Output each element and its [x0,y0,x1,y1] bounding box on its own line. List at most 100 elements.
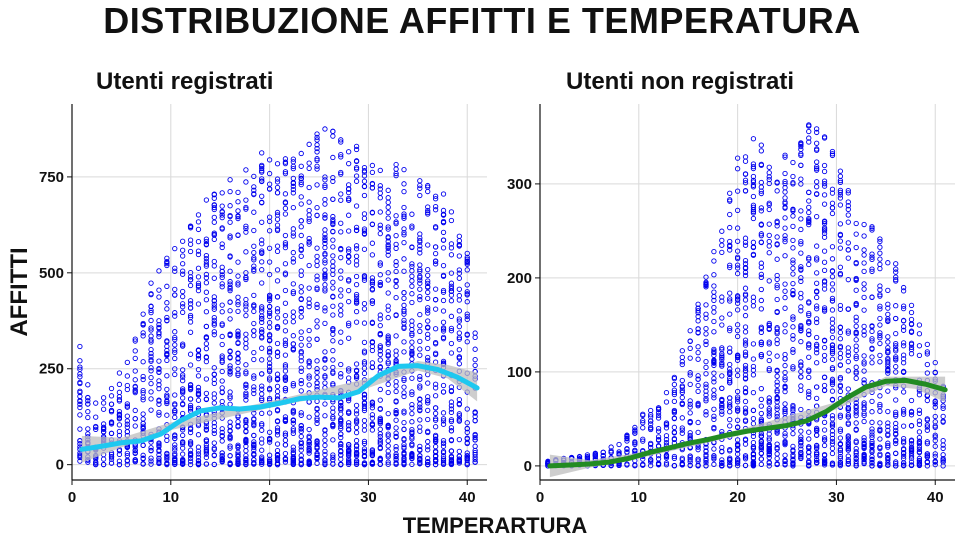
data-point [671,381,678,388]
data-point [821,352,828,359]
data-point [703,364,709,371]
data-point [85,394,91,401]
data-point [259,454,265,460]
data-point [148,339,154,345]
data-point [148,396,154,402]
data-point [203,309,210,315]
data-point [132,368,138,374]
x-tick-label: 20 [261,489,278,506]
data-point [211,332,217,338]
data-point [156,268,162,274]
data-point [203,255,210,262]
data-point [172,310,178,316]
data-point [306,199,312,205]
data-point [116,461,123,468]
data-point [195,444,202,450]
data-point [695,419,701,426]
data-point [203,252,210,259]
data-point [227,363,233,369]
data-point [916,352,923,359]
data-point [187,386,194,393]
data-point [298,246,304,252]
data-point [829,325,836,331]
data-point [742,337,749,343]
data-point [877,340,883,347]
data-point [164,451,170,457]
data-point [290,383,296,389]
data-point [124,373,130,379]
data-point [306,360,312,366]
data-point [211,206,217,213]
data-point [314,273,320,279]
data-point [814,360,820,366]
data-point [100,395,107,401]
data-point [742,154,749,160]
data-point [211,297,217,304]
data-point [298,433,304,440]
data-point [695,429,701,436]
data-point [861,233,867,239]
data-point [782,189,788,195]
data-point [227,445,233,451]
data-point [719,322,725,328]
data-point [298,428,304,435]
data-point [274,441,281,447]
data-point [782,401,788,407]
data-point [298,439,304,445]
data-point [782,281,788,287]
data-point [251,439,257,445]
data-point [140,456,146,462]
data-point [132,377,138,383]
data-point [251,457,257,463]
data-point [314,204,320,211]
y-tick-label: 0 [56,457,64,474]
data-point [893,330,899,337]
x-tick-label: 40 [927,489,944,506]
data-point [742,312,749,319]
data-point [219,426,225,432]
data-point [235,294,241,300]
data-point [314,258,320,264]
data-point [243,459,249,466]
data-point [172,334,178,341]
data-point [742,324,749,330]
data-point [148,368,154,374]
data-point [290,456,296,462]
data-point [195,347,202,353]
data-point [227,308,233,314]
data-point [790,260,796,266]
data-point [187,277,194,283]
data-point [227,365,233,372]
data-point [274,455,281,462]
data-point [235,232,241,238]
data-point [790,173,796,180]
data-point [77,374,83,380]
data-point [885,311,891,318]
data-point [814,395,820,402]
data-point [156,321,162,328]
data-point [116,451,123,458]
data-point [885,260,891,266]
data-point [837,221,844,227]
data-point [211,380,217,387]
data-point [290,179,296,186]
data-point [719,242,725,248]
data-point [861,247,867,253]
data-point [251,328,257,334]
data-point [219,457,225,463]
data-point [719,385,725,391]
data-point [116,398,123,404]
data-point [187,402,194,409]
data-point [282,352,289,358]
data-point [290,233,296,239]
data-point [203,280,210,286]
data-point [187,458,194,464]
data-point [243,381,249,387]
data-point [282,450,289,457]
data-point [806,429,812,435]
data-point [727,395,733,401]
data-point [282,160,289,167]
data-point [719,237,725,243]
chart-main-title: DISTRIBUZIONE AFFITTI E TEMPERATURA [103,0,861,41]
data-point [790,349,796,355]
